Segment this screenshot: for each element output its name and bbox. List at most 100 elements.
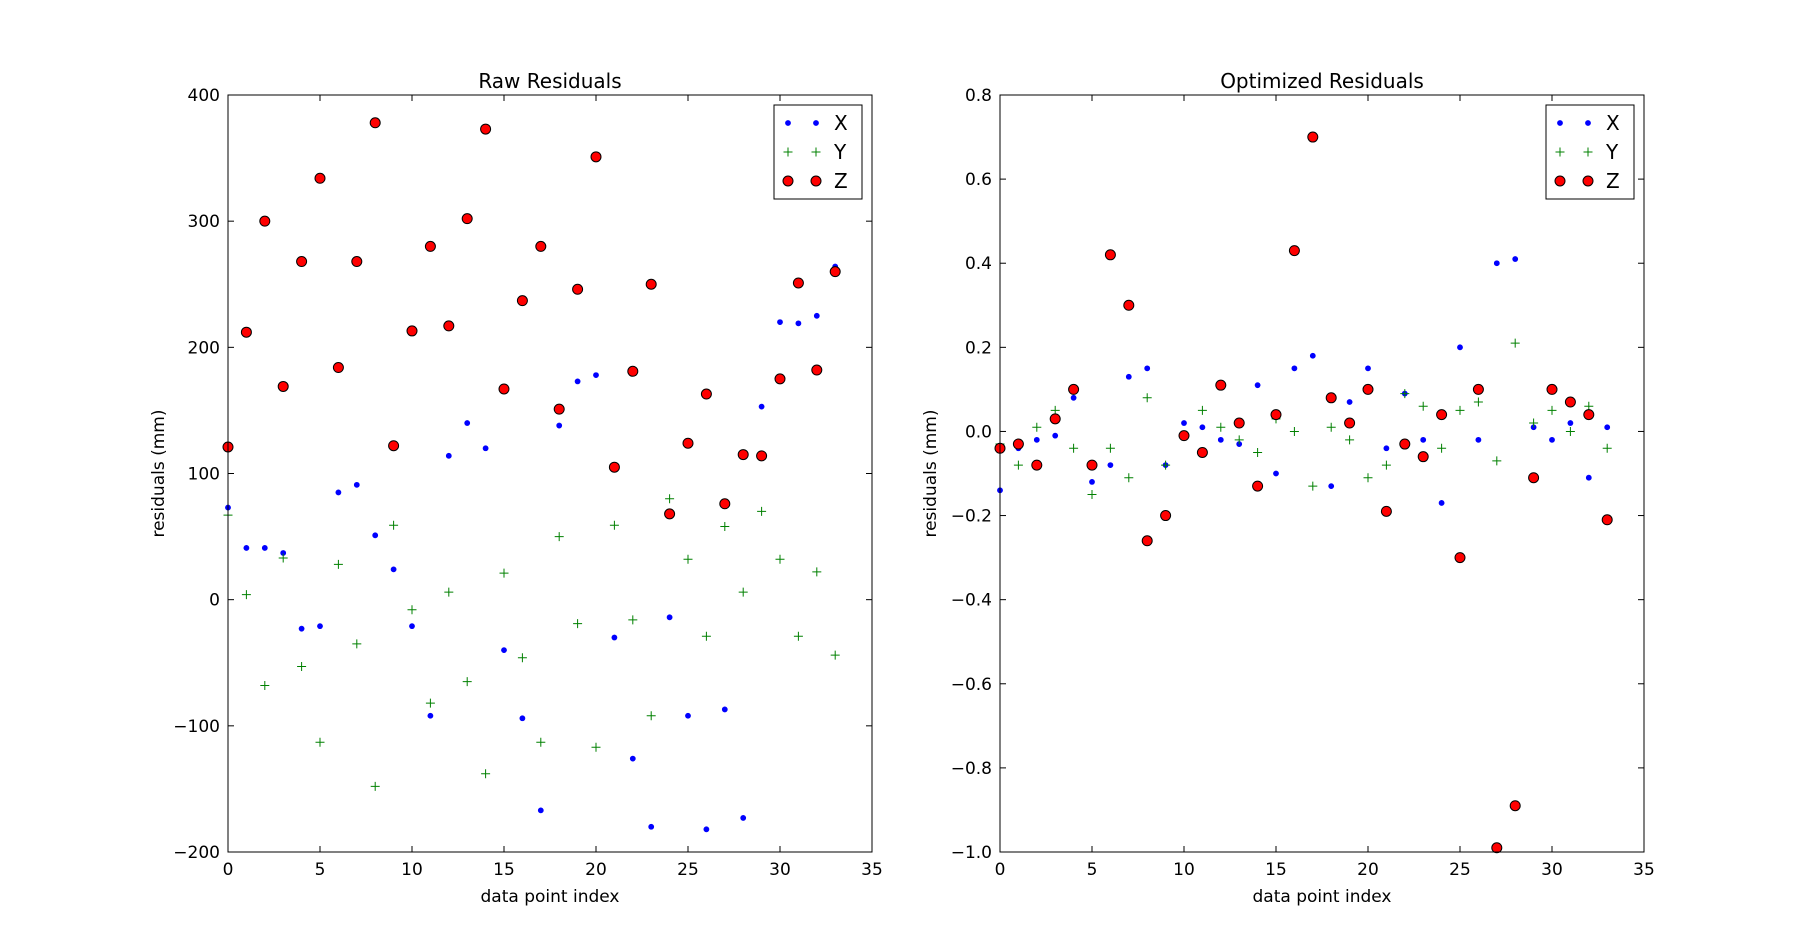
point-x xyxy=(629,755,636,762)
point-y xyxy=(370,781,380,791)
point-z xyxy=(535,240,547,252)
legend-marker-x xyxy=(1557,120,1563,126)
x-tick-label: 10 xyxy=(401,860,423,880)
point-x xyxy=(427,712,434,719)
y-tick-label: 0.6 xyxy=(965,170,992,190)
legend-label: Z xyxy=(834,169,848,193)
y-tick-label: 0.2 xyxy=(965,338,992,358)
point-y xyxy=(1069,443,1079,453)
legend-marker-y xyxy=(1583,147,1593,157)
point-z xyxy=(1528,472,1540,484)
axes-frame xyxy=(999,94,1645,853)
data-markers xyxy=(994,131,1613,854)
point-z xyxy=(774,373,786,385)
point-x xyxy=(1438,500,1445,506)
point-z xyxy=(1270,409,1282,421)
point-y xyxy=(389,520,399,530)
point-x xyxy=(1567,420,1574,426)
point-y xyxy=(241,590,251,600)
point-y xyxy=(333,559,343,569)
point-y xyxy=(591,742,601,752)
point-y xyxy=(499,568,509,578)
point-y xyxy=(1326,422,1336,432)
x-tick-label: 10 xyxy=(1173,860,1195,880)
point-y xyxy=(1142,393,1152,403)
point-y xyxy=(573,619,583,629)
point-z xyxy=(369,117,381,129)
point-x xyxy=(1475,436,1482,443)
point-y xyxy=(609,520,619,530)
point-z xyxy=(1454,552,1466,564)
point-z xyxy=(1509,800,1521,812)
point-x xyxy=(1512,256,1519,262)
legend-marker-z xyxy=(1554,175,1566,187)
point-y xyxy=(1124,473,1134,483)
point-y xyxy=(683,554,693,564)
point-y xyxy=(1510,338,1520,348)
point-z xyxy=(1399,438,1411,450)
point-z xyxy=(572,283,584,295)
point-z xyxy=(1307,131,1319,143)
point-z xyxy=(1160,510,1172,522)
point-z xyxy=(1362,383,1374,395)
legend-entry-z: Z xyxy=(1554,169,1620,193)
point-z xyxy=(1233,417,1245,429)
x-tick-label: 20 xyxy=(585,860,607,880)
point-y xyxy=(536,737,546,747)
point-z xyxy=(792,277,804,289)
point-z xyxy=(461,213,473,225)
point-y xyxy=(665,494,675,504)
point-z xyxy=(719,498,731,510)
point-y xyxy=(444,587,454,597)
point-z xyxy=(1546,383,1558,395)
point-z xyxy=(553,403,565,415)
point-x xyxy=(758,403,765,410)
point-y xyxy=(812,567,822,577)
legend-marker-y xyxy=(1555,147,1565,157)
point-z xyxy=(664,508,676,520)
point-y xyxy=(1308,481,1318,491)
x-tick-label: 25 xyxy=(1449,860,1471,880)
point-x xyxy=(721,706,728,713)
y-tick-label: −200 xyxy=(173,843,220,863)
point-y xyxy=(1529,418,1539,428)
point-z xyxy=(756,450,768,462)
point-y xyxy=(1602,443,1612,453)
point-x xyxy=(593,372,599,378)
point-z xyxy=(1601,514,1613,526)
point-x xyxy=(1125,373,1132,380)
point-y xyxy=(701,631,711,641)
point-x xyxy=(703,826,710,833)
y-tick-label: −0.4 xyxy=(951,591,992,611)
point-z xyxy=(314,172,326,184)
point-z xyxy=(406,325,418,337)
point-x xyxy=(501,647,507,654)
point-z xyxy=(1491,842,1503,854)
point-x xyxy=(335,489,342,496)
point-z xyxy=(443,320,455,332)
legend-marker-z xyxy=(1582,175,1594,187)
point-z xyxy=(1583,409,1595,421)
point-z xyxy=(645,278,657,290)
y-tick-label: 200 xyxy=(188,338,220,358)
y-tick-label: 100 xyxy=(188,465,220,485)
point-y xyxy=(1455,405,1465,415)
point-z xyxy=(1288,245,1300,257)
point-x xyxy=(1199,424,1206,431)
x-tick-label: 25 xyxy=(677,860,699,880)
point-y xyxy=(1032,422,1042,432)
point-x xyxy=(1549,436,1555,443)
point-x xyxy=(243,545,250,551)
point-x xyxy=(482,445,489,452)
y-tick-label: −0.2 xyxy=(951,507,992,527)
point-x xyxy=(1309,352,1316,359)
point-x xyxy=(1420,436,1427,443)
legend-entry-x: X xyxy=(1557,111,1620,135)
point-x xyxy=(1383,445,1390,452)
point-x xyxy=(353,481,360,488)
point-y xyxy=(1345,435,1355,445)
legend: XYZ xyxy=(1545,104,1635,200)
y-tick-label: −0.6 xyxy=(951,675,992,695)
point-z xyxy=(351,256,363,268)
